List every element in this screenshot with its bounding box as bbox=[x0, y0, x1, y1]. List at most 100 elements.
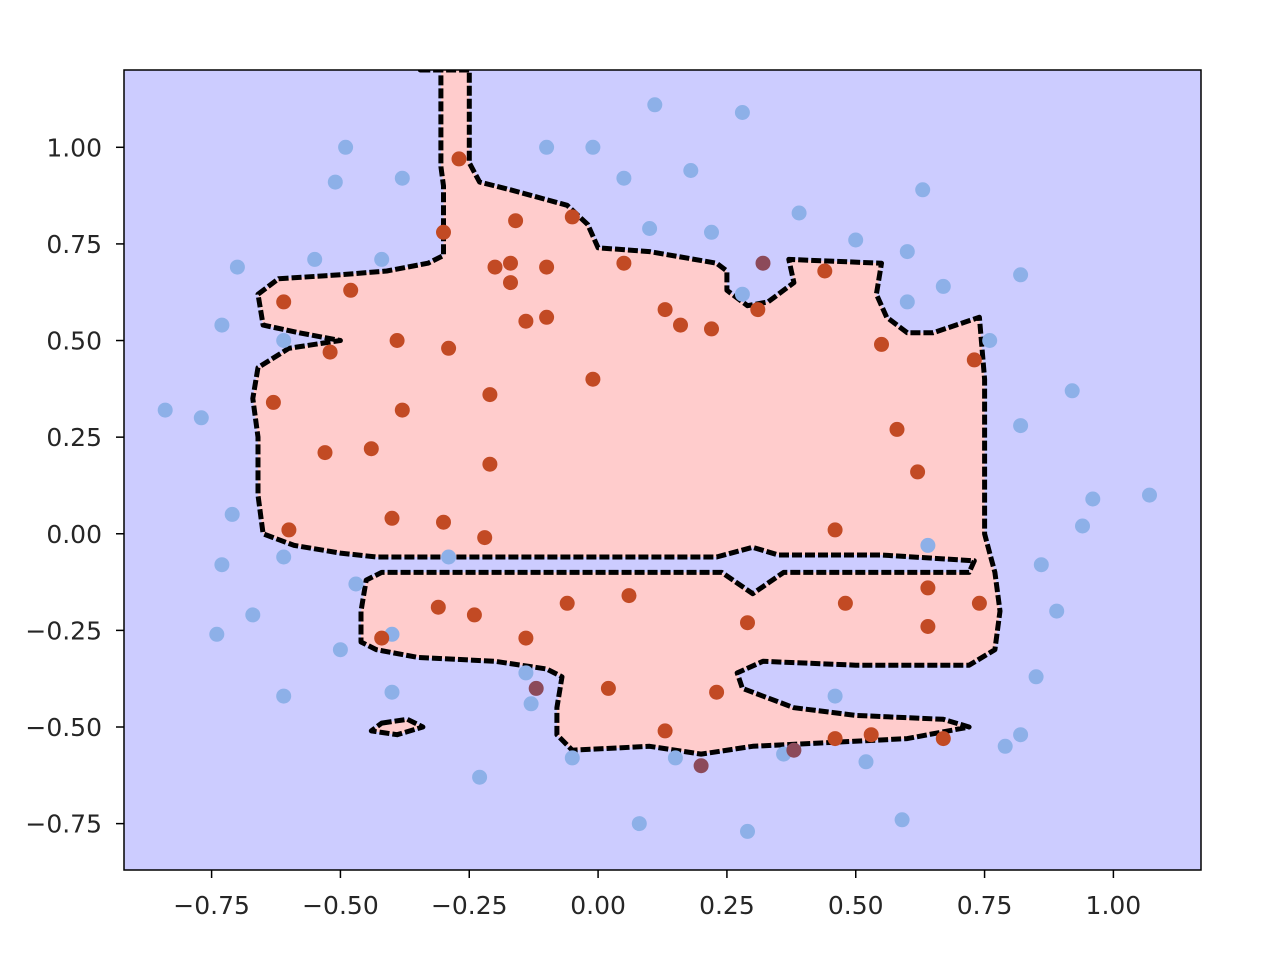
plot-frame bbox=[123, 69, 1202, 871]
y-tick-label: 0.25 bbox=[46, 423, 102, 452]
point-class-1 bbox=[817, 263, 833, 279]
point-class-1 bbox=[503, 255, 518, 271]
point-class-0 bbox=[1033, 557, 1049, 573]
point-misclassified bbox=[528, 680, 544, 696]
point-class-1 bbox=[673, 317, 688, 333]
point-class-0 bbox=[1049, 603, 1065, 619]
point-class-0 bbox=[209, 626, 225, 642]
point-class-1 bbox=[276, 294, 292, 310]
point-class-1 bbox=[389, 333, 405, 348]
point-class-0 bbox=[894, 812, 910, 828]
point-class-1 bbox=[508, 213, 524, 229]
point-class-0 bbox=[915, 182, 931, 198]
point-class-1 bbox=[394, 402, 410, 418]
point-class-0 bbox=[539, 139, 555, 155]
point-class-0 bbox=[229, 259, 245, 275]
point-class-0 bbox=[899, 244, 915, 260]
y-tick-label: 1.00 bbox=[46, 133, 102, 162]
point-class-1 bbox=[600, 680, 616, 696]
point-class-0 bbox=[1013, 418, 1029, 434]
point-class-1 bbox=[482, 387, 498, 403]
point-class-1 bbox=[740, 615, 755, 631]
point-class-1 bbox=[750, 302, 766, 318]
point-class-1 bbox=[317, 445, 333, 461]
point-class-0 bbox=[384, 684, 400, 700]
x-tick-label: −0.25 bbox=[431, 891, 508, 920]
point-class-0 bbox=[683, 163, 699, 178]
point-class-0 bbox=[245, 607, 261, 623]
point-class-1 bbox=[518, 630, 534, 646]
x-tick-label: 1.00 bbox=[1086, 891, 1142, 920]
point-class-1 bbox=[466, 607, 482, 623]
decision-contour bbox=[250, 70, 1003, 757]
point-class-1 bbox=[265, 394, 281, 410]
point-class-0 bbox=[791, 205, 807, 221]
decision-regions bbox=[250, 70, 1003, 757]
point-class-0 bbox=[307, 251, 323, 267]
point-class-1 bbox=[585, 371, 601, 387]
point-class-1 bbox=[451, 151, 467, 167]
point-class-1 bbox=[621, 588, 637, 604]
point-class-0 bbox=[441, 549, 457, 565]
point-class-0 bbox=[997, 738, 1013, 754]
x-tick-label: 0.25 bbox=[699, 891, 755, 920]
point-class-0 bbox=[585, 139, 601, 155]
y-tick-label: −0.75 bbox=[25, 810, 102, 839]
y-tick-label: 0.75 bbox=[46, 230, 102, 259]
point-class-1 bbox=[966, 352, 982, 368]
point-misclassified bbox=[755, 255, 771, 271]
point-class-0 bbox=[899, 294, 915, 310]
point-class-0 bbox=[920, 537, 936, 553]
point-class-0 bbox=[734, 286, 750, 302]
point-class-0 bbox=[1142, 487, 1157, 503]
y-axis: −0.75 −0.50 −0.25 0.00 0.25 0.50 0.75 1.00 bbox=[25, 133, 124, 839]
x-tick-label: 0.50 bbox=[828, 891, 884, 920]
point-class-1 bbox=[487, 259, 503, 275]
point-class-0 bbox=[276, 549, 292, 565]
x-tick-label: −0.75 bbox=[173, 891, 250, 920]
point-class-0 bbox=[647, 97, 663, 113]
y-tick-label: −0.25 bbox=[25, 616, 102, 645]
point-class-0 bbox=[394, 170, 410, 186]
point-class-0 bbox=[276, 688, 292, 704]
point-class-0 bbox=[935, 278, 951, 294]
point-class-0 bbox=[224, 506, 240, 522]
point-class-1 bbox=[482, 456, 498, 472]
point-class-1 bbox=[559, 595, 575, 611]
point-class-0 bbox=[276, 333, 292, 348]
point-class-0 bbox=[848, 232, 864, 248]
point-class-1 bbox=[564, 209, 580, 225]
point-class-1 bbox=[827, 731, 843, 747]
point-class-1 bbox=[343, 282, 359, 298]
point-class-1 bbox=[503, 275, 518, 291]
point-class-1 bbox=[518, 313, 534, 329]
point-class-0 bbox=[193, 410, 209, 426]
point-class-1 bbox=[539, 259, 555, 275]
point-class-1 bbox=[863, 727, 879, 743]
point-class-0 bbox=[338, 139, 354, 155]
point-class-1 bbox=[363, 441, 379, 457]
y-tick-label: −0.50 bbox=[25, 713, 102, 742]
point-class-0 bbox=[327, 174, 343, 190]
point-class-0 bbox=[642, 221, 658, 236]
point-class-1 bbox=[436, 514, 451, 530]
point-class-0 bbox=[374, 251, 390, 267]
point-class-0 bbox=[348, 576, 364, 592]
point-class-0 bbox=[214, 317, 230, 333]
point-class-0 bbox=[564, 750, 580, 766]
point-class-1 bbox=[704, 321, 719, 337]
decision-region bbox=[252, 70, 1001, 755]
point-class-1 bbox=[539, 309, 555, 325]
y-tick-label: 0.00 bbox=[46, 520, 102, 549]
point-class-0 bbox=[704, 224, 719, 240]
point-class-1 bbox=[920, 619, 936, 634]
point-class-1 bbox=[874, 336, 889, 352]
point-class-1 bbox=[827, 522, 843, 538]
point-class-1 bbox=[616, 255, 632, 271]
point-class-0 bbox=[734, 105, 750, 120]
x-axis: −0.75 −0.50 −0.25 0.00 0.25 0.50 0.75 1.00 bbox=[173, 870, 1141, 920]
point-class-1 bbox=[910, 464, 926, 480]
point-class-0 bbox=[157, 402, 173, 418]
point-class-0 bbox=[616, 170, 632, 186]
